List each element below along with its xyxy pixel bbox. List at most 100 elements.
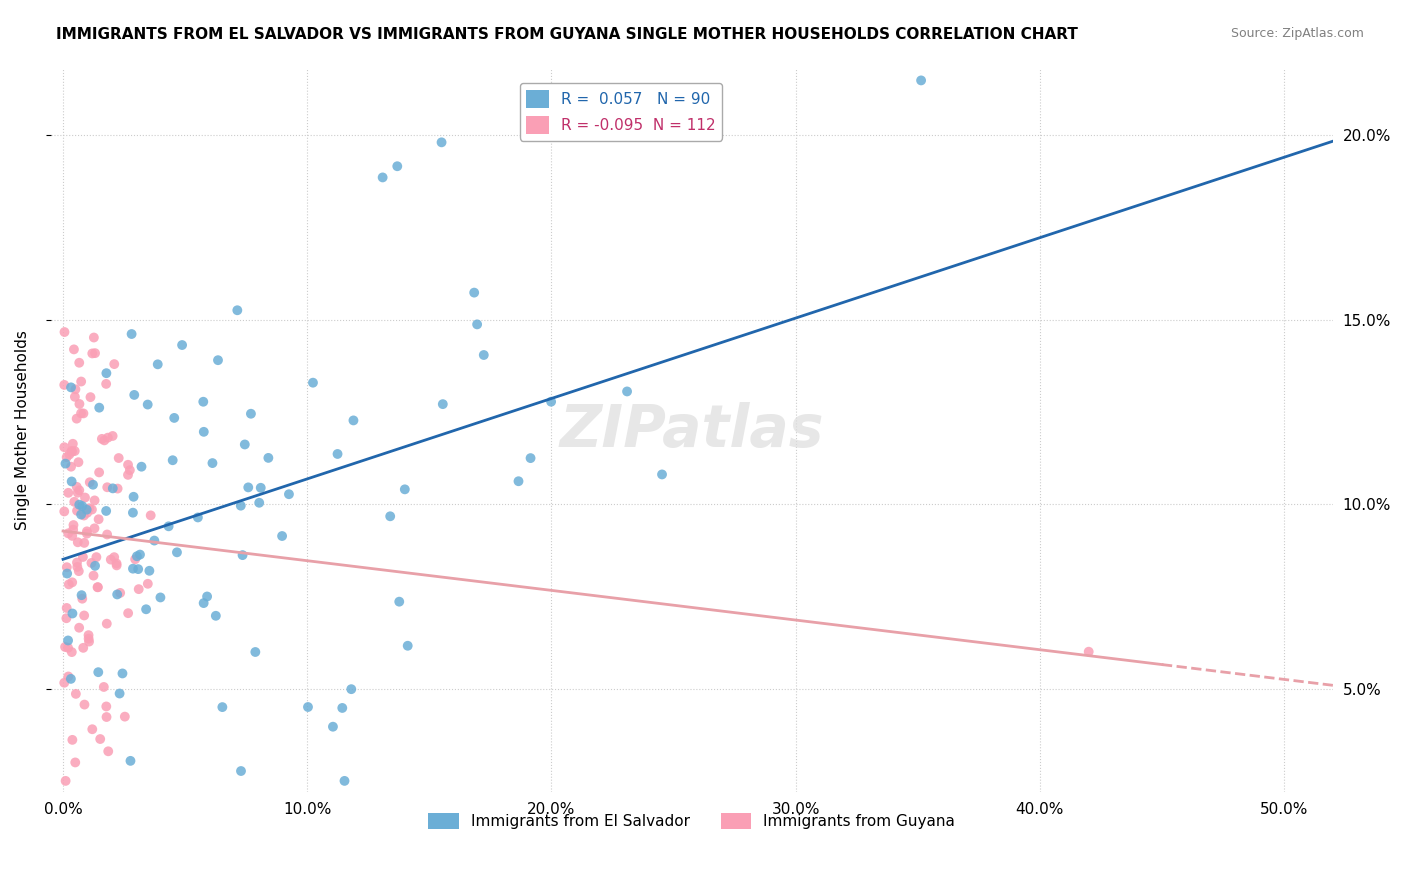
Point	[333, 773, 356, 788]
Point	[247, 496, 270, 510]
Point	[122, 562, 145, 576]
Point	[129, 548, 152, 562]
Point	[193, 394, 215, 409]
Point	[82, 346, 104, 360]
Point	[232, 548, 254, 562]
Point	[131, 459, 153, 474]
Point	[472, 348, 495, 362]
Point	[62, 523, 84, 537]
Point	[96, 527, 118, 541]
Point	[103, 550, 125, 565]
Point	[125, 549, 148, 564]
Point	[94, 376, 117, 391]
Point	[195, 590, 218, 604]
Point	[53, 378, 76, 392]
Point	[67, 455, 90, 469]
Point	[53, 440, 76, 454]
Point	[83, 521, 105, 535]
Point	[63, 390, 86, 404]
Point	[60, 380, 83, 394]
Point	[93, 680, 115, 694]
Point	[114, 709, 136, 723]
Point	[101, 481, 124, 495]
Point	[245, 645, 267, 659]
Point	[117, 606, 139, 620]
Text: Source: ZipAtlas.com: Source: ZipAtlas.com	[1230, 27, 1364, 40]
Point	[80, 556, 103, 570]
Point	[616, 384, 638, 399]
Point	[187, 510, 209, 524]
Point	[118, 463, 141, 477]
Point	[62, 518, 84, 533]
Point	[89, 732, 111, 747]
Point	[135, 602, 157, 616]
Point	[172, 338, 194, 352]
Point	[166, 545, 188, 559]
Point	[128, 582, 150, 596]
Point	[83, 568, 105, 582]
Point	[58, 447, 80, 461]
Point	[60, 575, 83, 590]
Point	[70, 375, 93, 389]
Point	[105, 558, 128, 573]
Point	[233, 437, 256, 451]
Point	[96, 480, 118, 494]
Point	[96, 710, 118, 724]
Point	[66, 485, 89, 500]
Point	[111, 666, 134, 681]
Point	[239, 407, 262, 421]
Point	[72, 640, 94, 655]
Point	[122, 388, 145, 402]
Point	[60, 645, 83, 659]
Point	[193, 596, 215, 610]
Point	[56, 633, 79, 648]
Point	[60, 444, 83, 458]
Point	[297, 700, 319, 714]
Point	[1077, 645, 1099, 659]
Point	[63, 495, 86, 509]
Point	[67, 498, 90, 512]
Point	[58, 526, 80, 541]
Point	[101, 429, 124, 443]
Point	[55, 773, 77, 788]
Point	[136, 398, 159, 412]
Point	[138, 564, 160, 578]
Point	[65, 687, 87, 701]
Point	[96, 699, 118, 714]
Point	[72, 406, 94, 420]
Point	[76, 502, 98, 516]
Point	[84, 346, 107, 360]
Point	[70, 406, 93, 420]
Point	[271, 529, 294, 543]
Point	[73, 536, 96, 550]
Point	[96, 616, 118, 631]
Point	[387, 159, 409, 173]
Point	[53, 640, 76, 654]
Point	[62, 607, 84, 621]
Point	[396, 639, 419, 653]
Point	[430, 136, 453, 150]
Point	[651, 467, 673, 482]
Point	[157, 519, 180, 533]
Point	[322, 720, 344, 734]
Point	[124, 552, 146, 566]
Point	[83, 493, 105, 508]
Point	[257, 450, 280, 465]
Point	[83, 330, 105, 344]
Point	[58, 669, 80, 683]
Y-axis label: Single Mother Households: Single Mother Households	[15, 330, 30, 530]
Point	[107, 450, 129, 465]
Point	[146, 357, 169, 371]
Point	[910, 73, 932, 87]
Point	[60, 529, 83, 543]
Point	[70, 588, 93, 602]
Point	[58, 485, 80, 500]
Point	[62, 437, 84, 451]
Point	[105, 557, 128, 571]
Point	[96, 366, 118, 380]
Point	[66, 504, 89, 518]
Point	[162, 453, 184, 467]
Point	[388, 595, 411, 609]
Point	[108, 686, 131, 700]
Point	[66, 560, 89, 574]
